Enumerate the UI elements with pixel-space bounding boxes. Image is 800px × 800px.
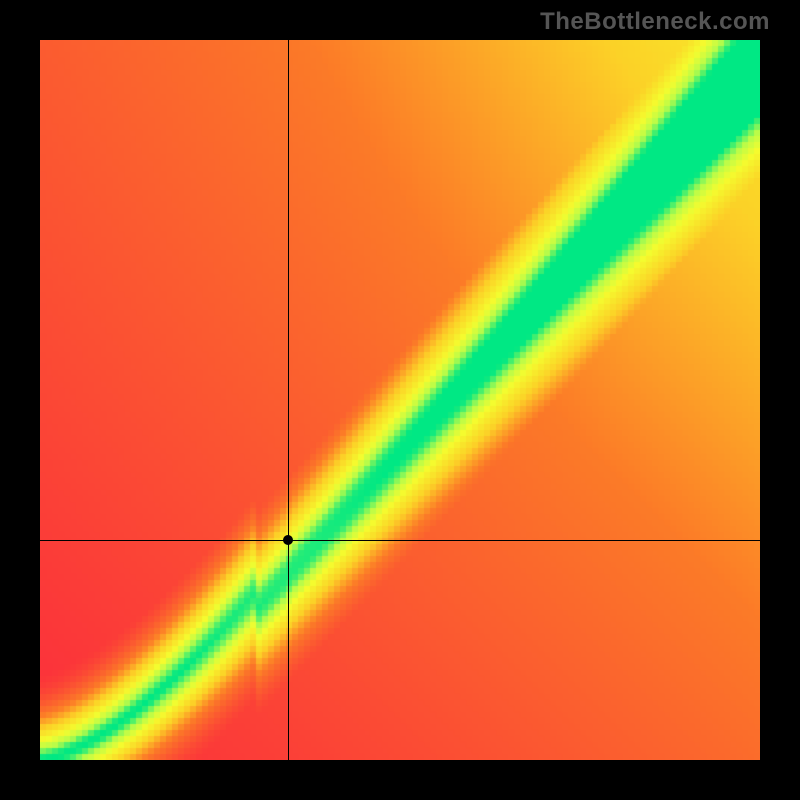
crosshair-horizontal [40, 540, 760, 541]
heatmap-plot [40, 40, 760, 760]
watermark-text: TheBottleneck.com [540, 8, 770, 36]
heatmap-canvas [40, 40, 760, 760]
crosshair-vertical [288, 40, 289, 760]
